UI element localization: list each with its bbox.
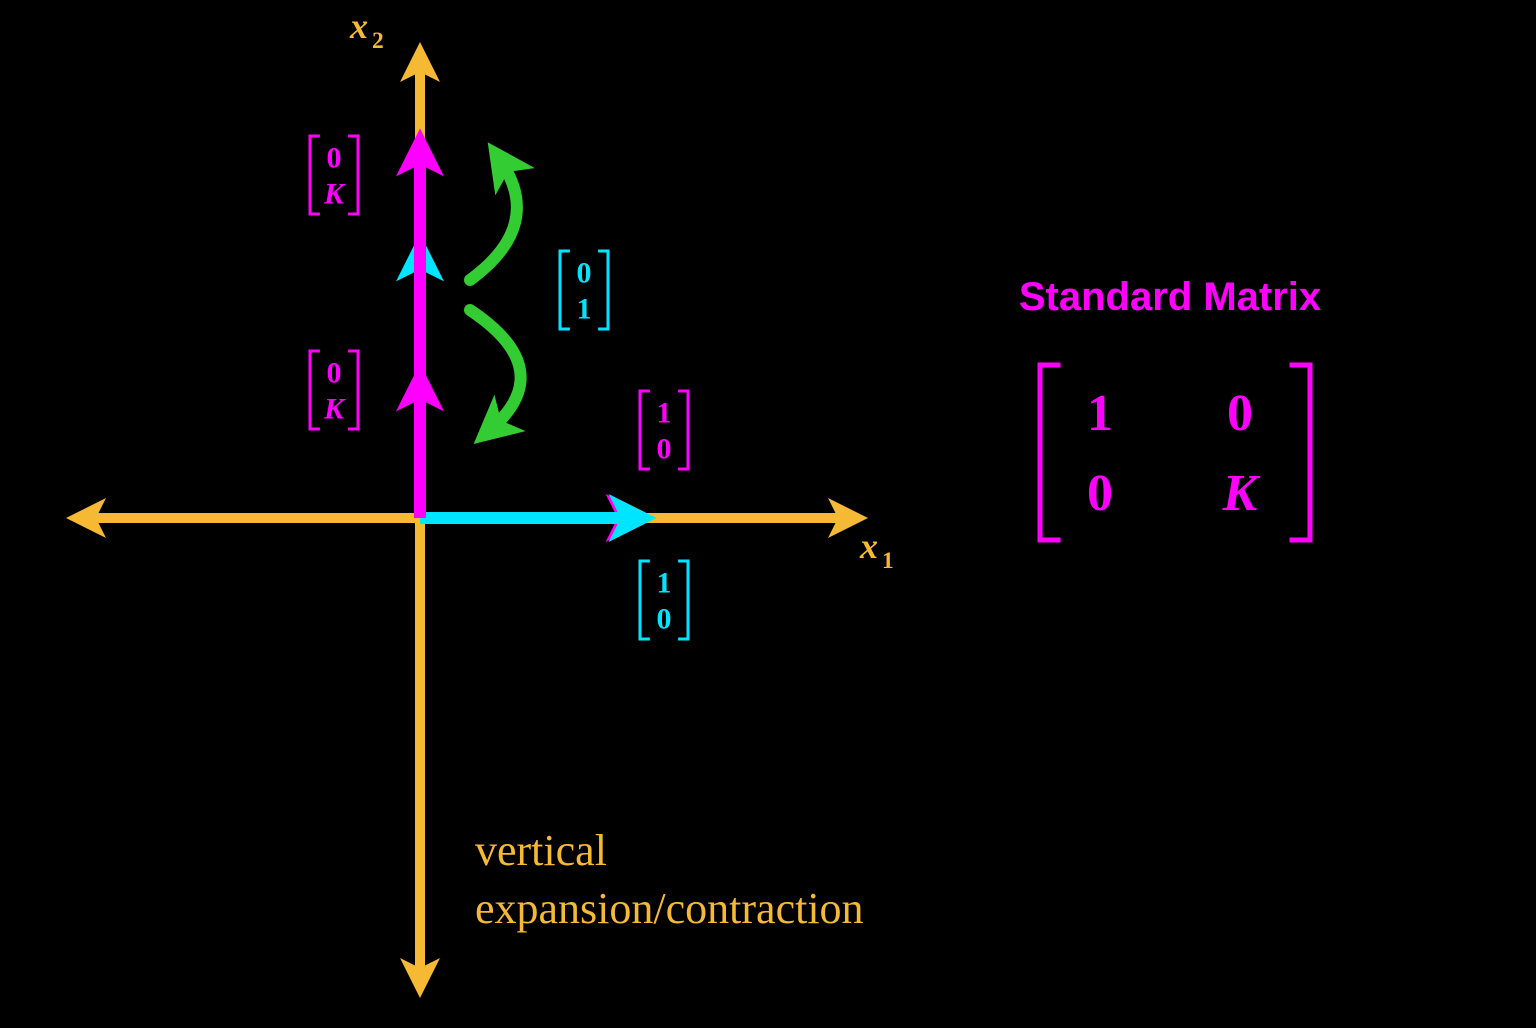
svg-text:K: K xyxy=(323,393,346,426)
svg-text:0: 0 xyxy=(327,142,342,175)
svg-text:0: 0 xyxy=(1087,465,1113,522)
svg-text:x: x xyxy=(859,526,878,566)
svg-text:K: K xyxy=(323,178,346,211)
standard-matrix-title: Standard Matrix xyxy=(1019,275,1321,319)
svg-text:0: 0 xyxy=(657,433,672,466)
svg-text:x: x xyxy=(349,6,368,46)
svg-text:0: 0 xyxy=(327,357,342,390)
svg-text:1: 1 xyxy=(657,567,672,600)
svg-text:0: 0 xyxy=(657,603,672,636)
svg-text:2: 2 xyxy=(372,28,384,54)
svg-text:0: 0 xyxy=(577,257,592,290)
svg-text:1: 1 xyxy=(657,397,672,430)
svg-text:1: 1 xyxy=(577,293,592,326)
svg-text:1: 1 xyxy=(882,548,894,574)
svg-text:K: K xyxy=(1222,465,1261,522)
svg-text:0: 0 xyxy=(1227,385,1253,442)
caption-line1: vertical xyxy=(475,826,607,875)
caption-line2: expansion/contraction xyxy=(475,884,864,933)
svg-text:1: 1 xyxy=(1087,385,1113,442)
